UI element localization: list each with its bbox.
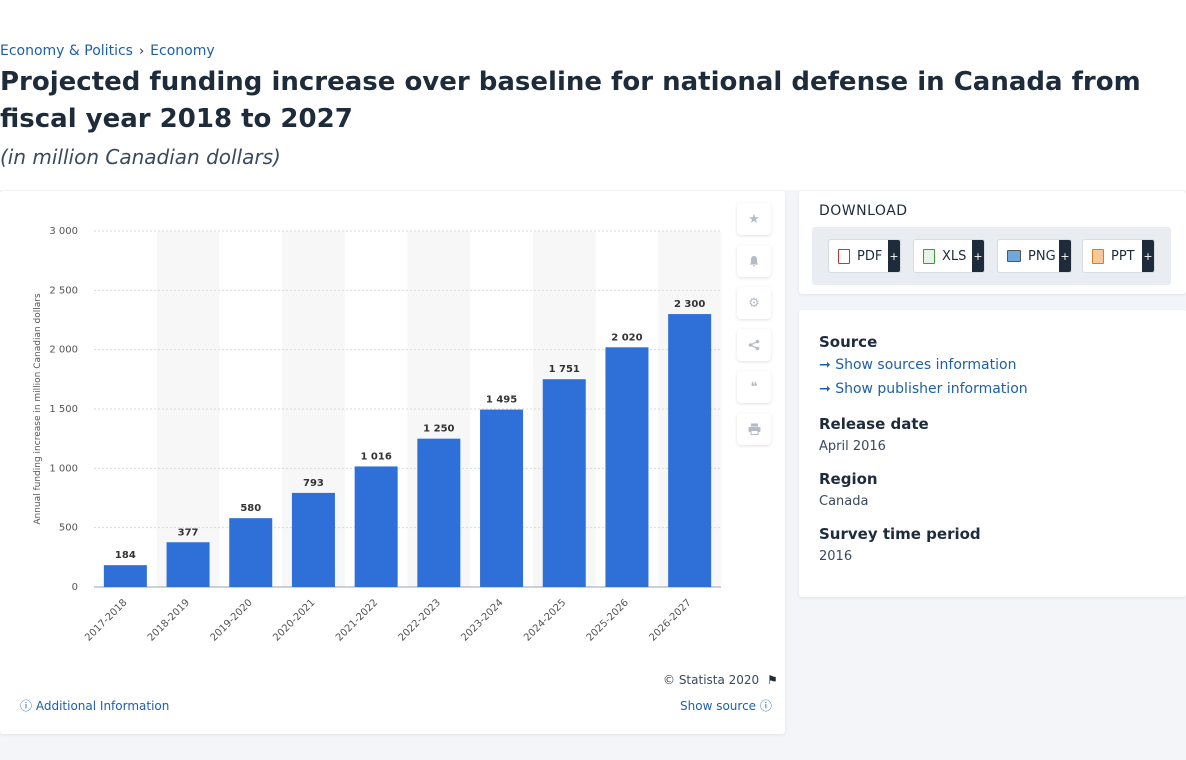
download-buttons: PDF + XLS + PNG + PPT + (812, 227, 1171, 285)
breadcrumb-separator: › (138, 43, 145, 59)
x-tick-label: 2022-2023 (397, 597, 443, 643)
show-source-link[interactable]: Show source ⓘ (680, 697, 772, 714)
show-publisher-label: Show publisher information (835, 381, 1028, 397)
bar-value-label: 1 016 (360, 451, 391, 462)
bar[interactable] (103, 565, 147, 587)
x-tick-label: 2026-2027 (647, 597, 693, 643)
show-source-label: Show source (680, 699, 757, 713)
bar-value-label: 2 300 (674, 299, 705, 310)
x-tick-label: 2019-2020 (209, 597, 255, 643)
x-tick-label: 2023-2024 (459, 597, 505, 643)
show-sources-label: Show sources information (835, 357, 1017, 373)
download-pdf-button[interactable]: PDF + (828, 239, 901, 273)
bar-value-label: 1 250 (423, 424, 454, 435)
region-label: Region (819, 470, 878, 488)
bar-value-label: 793 (303, 478, 324, 489)
x-tick-label: 2020-2021 (271, 597, 317, 643)
bar[interactable] (480, 409, 524, 587)
bar[interactable] (166, 542, 210, 587)
download-ppt-button[interactable]: PPT + (1082, 239, 1155, 273)
region-value: Canada (819, 494, 869, 509)
gear-icon[interactable]: ⚙ (737, 287, 771, 319)
additional-info-label: Additional Information (35, 699, 170, 713)
png-file-icon (1007, 250, 1021, 262)
info-icon: ⓘ (20, 699, 33, 713)
y-axis-label: Annual funding increase in million Canad… (33, 293, 43, 525)
ppt-plus[interactable]: + (1142, 240, 1154, 272)
bar[interactable] (229, 518, 273, 587)
chart-card (0, 191, 785, 734)
chart-toolbar: ★ ⚙ ❝ (737, 203, 771, 445)
png-label: PNG (1028, 248, 1056, 264)
quote-icon[interactable]: ❝ (737, 371, 771, 403)
bar-value-label: 1 751 (549, 364, 580, 375)
source-info-card: Source ➞ Show sources information ➞ Show… (799, 310, 1186, 597)
release-date-value: April 2016 (819, 439, 886, 454)
pdf-file-icon (838, 248, 850, 264)
breadcrumb: Economy & Politics › Economy (0, 43, 215, 59)
bell-icon[interactable] (737, 245, 771, 277)
info-icon: ⓘ (759, 699, 772, 713)
xls-label: XLS (942, 248, 967, 264)
arrow-right-icon: ➞ (819, 357, 831, 373)
bar-chart: 0 500 1 000 1 500 2 000 2 500 3 000 184 377 580 7… (33, 226, 721, 644)
download-xls-button[interactable]: XLS + (913, 239, 985, 273)
additional-info-link[interactable]: ⓘ Additional Information (20, 697, 169, 714)
y-tick-label: 2 500 (49, 285, 78, 296)
y-tick-label: 500 (59, 523, 78, 534)
bar[interactable] (668, 314, 712, 587)
copyright-label: © Statista 2020 (663, 673, 760, 687)
y-tick-label: 0 (72, 582, 78, 593)
show-publisher-link[interactable]: ➞ Show publisher information (819, 381, 1028, 397)
bar-value-label: 580 (240, 503, 261, 514)
bar[interactable] (605, 347, 649, 587)
bar[interactable] (291, 492, 335, 587)
breadcrumb-economy-politics[interactable]: Economy & Politics (0, 43, 133, 59)
star-icon[interactable]: ★ (737, 203, 771, 235)
bar-value-label: 1 495 (486, 395, 517, 406)
bar-value-label: 2 020 (611, 332, 642, 343)
page-title: Projected funding increase over baseline… (0, 67, 1141, 134)
y-tick-label: 1 500 (49, 404, 78, 415)
bar[interactable] (354, 466, 398, 587)
page-subtitle: (in million Canadian dollars) (0, 145, 281, 169)
xls-plus[interactable]: + (972, 240, 984, 272)
download-card: DOWNLOAD PDF + XLS + PNG + PPT + (799, 191, 1186, 294)
download-png-button[interactable]: PNG + (997, 239, 1072, 273)
bar[interactable] (542, 379, 586, 587)
share-icon[interactable] (737, 329, 771, 361)
x-tick-label: 2018-2019 (146, 597, 192, 643)
survey-period-value: 2016 (819, 549, 853, 564)
header-band (0, 0, 1186, 190)
ppt-file-icon (1092, 248, 1104, 264)
arrow-right-icon: ➞ (819, 381, 831, 397)
bar-value-label: 377 (178, 527, 199, 538)
release-date-label: Release date (819, 415, 929, 433)
ppt-label: PPT (1111, 248, 1135, 264)
x-tick-label: 2024-2025 (522, 597, 568, 643)
x-tick-label: 2017-2018 (83, 597, 129, 643)
survey-period-label: Survey time period (819, 525, 981, 543)
x-tick-label: 2021-2022 (334, 597, 380, 643)
y-tick-label: 2 000 (49, 345, 78, 356)
bar[interactable] (417, 438, 461, 587)
xls-file-icon (923, 248, 935, 264)
breadcrumb-economy[interactable]: Economy (150, 43, 215, 59)
pdf-label: PDF (857, 248, 883, 264)
print-icon[interactable] (737, 413, 771, 445)
y-tick-label: 3 000 (49, 226, 78, 237)
y-tick-label: 1 000 (49, 463, 78, 474)
download-title: DOWNLOAD (819, 203, 908, 219)
png-plus[interactable]: + (1059, 240, 1071, 272)
show-sources-link[interactable]: ➞ Show sources information (819, 357, 1016, 373)
copyright-text: © Statista 2020 ⚑ (663, 673, 778, 687)
x-tick-label: 2025-2026 (585, 597, 631, 643)
flag-icon[interactable]: ⚑ (767, 673, 778, 687)
source-label: Source (819, 333, 878, 351)
bar-value-label: 184 (115, 550, 136, 561)
pdf-plus[interactable]: + (888, 240, 900, 272)
